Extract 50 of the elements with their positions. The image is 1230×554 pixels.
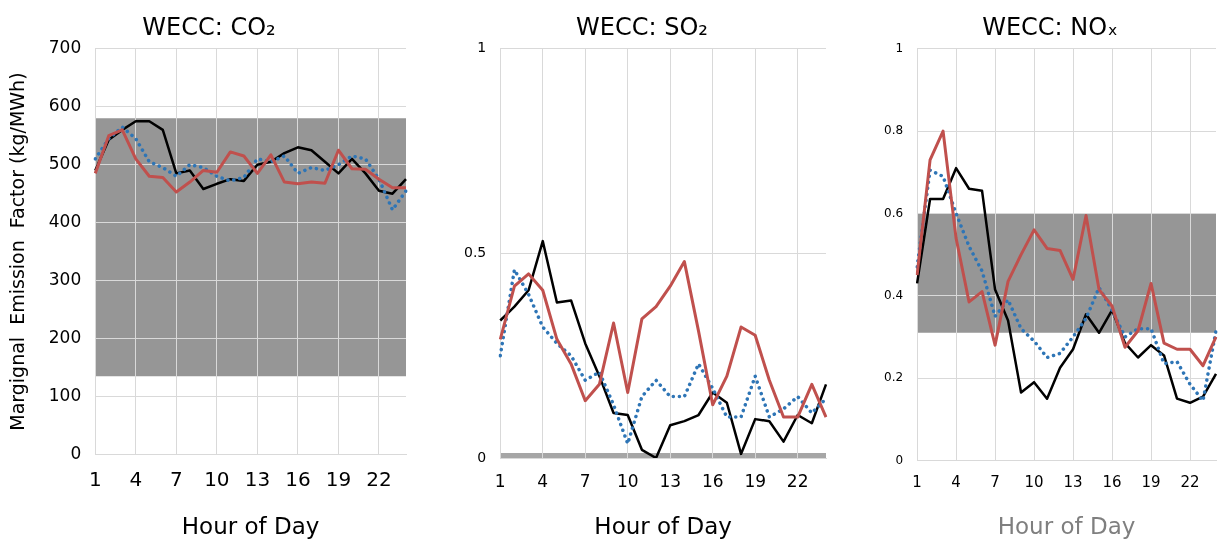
x-tick-label: 10 bbox=[204, 466, 230, 491]
x-tick-label: 22 bbox=[366, 466, 392, 491]
x-axis-title: Hour of Day bbox=[181, 513, 320, 540]
x-tick-label: 13 bbox=[659, 470, 682, 491]
y-tick-label: 0.2 bbox=[883, 370, 904, 385]
y-tick-label: 100 bbox=[48, 384, 82, 405]
x-tick-label: 4 bbox=[537, 470, 549, 491]
x-tick-label: 13 bbox=[1063, 473, 1083, 492]
x-tick-label: 16 bbox=[701, 470, 724, 491]
x-tick-label: 4 bbox=[129, 466, 143, 491]
y-tick-label: 600 bbox=[48, 95, 82, 116]
x-tick-label: 16 bbox=[1102, 473, 1122, 492]
y-tick-label: 0.4 bbox=[883, 287, 904, 302]
x-tick-label: 1 bbox=[494, 470, 506, 491]
line-series bbox=[93, 125, 408, 212]
y-tick-label: 700 bbox=[48, 37, 82, 58]
x-tick-label: 10 bbox=[616, 470, 639, 491]
chart-title: WECC: CO₂ bbox=[142, 12, 276, 41]
y-tick-label: 0 bbox=[895, 452, 904, 467]
x-axis-title: Hour of Day bbox=[594, 513, 732, 540]
y-tick-label: 0.5 bbox=[464, 244, 487, 261]
x-tick-label: 16 bbox=[285, 466, 311, 491]
x-tick-label: 19 bbox=[744, 470, 767, 491]
y-tick-label: 400 bbox=[48, 211, 82, 232]
x-tick-label: 1 bbox=[88, 466, 102, 491]
y-tick-label: 1 bbox=[895, 40, 904, 55]
x-tick-label: 7 bbox=[579, 470, 591, 491]
y-tick-label: 200 bbox=[48, 326, 82, 347]
x-tick-label: 7 bbox=[169, 466, 183, 491]
line-series bbox=[498, 268, 828, 446]
x-tick-label: 22 bbox=[786, 470, 809, 491]
x-tick-label: 19 bbox=[325, 466, 352, 491]
y-tick-label: 0 bbox=[477, 448, 487, 465]
y-axis-title: Margignal Emission Factor (kg/MWh) bbox=[6, 72, 29, 431]
y-tick-label: 0 bbox=[70, 442, 82, 463]
y-tick-label: 0.6 bbox=[883, 205, 904, 220]
chart-title: WECC: NOₓ bbox=[982, 12, 1118, 41]
y-tick-label: 300 bbox=[48, 268, 82, 289]
y-tick-label: 500 bbox=[48, 153, 82, 174]
x-tick-label: 10 bbox=[1024, 473, 1044, 492]
x-tick-label: 1 bbox=[912, 473, 922, 492]
x-tick-label: 7 bbox=[990, 473, 1000, 492]
chart-title: WECC: SO₂ bbox=[576, 12, 708, 41]
x-tick-label: 19 bbox=[1141, 473, 1161, 492]
x-tick-label: 13 bbox=[244, 466, 271, 491]
x-axis-title: Hour of Day bbox=[997, 513, 1136, 540]
x-tick-label: 22 bbox=[1180, 473, 1200, 492]
x-tick-label: 4 bbox=[951, 473, 961, 492]
y-tick-label: 1 bbox=[477, 39, 487, 56]
y-tick-label: 0.8 bbox=[883, 123, 904, 138]
